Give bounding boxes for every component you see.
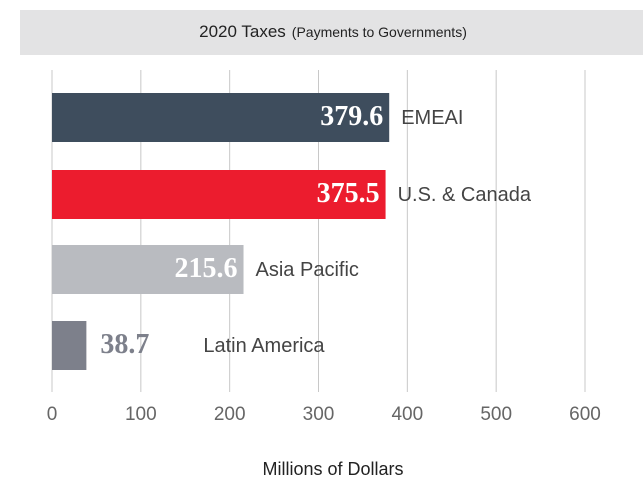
- bar: [52, 245, 244, 294]
- value-label: 38.7: [100, 329, 149, 360]
- chart-subtitle: (Payments to Governments): [292, 24, 467, 40]
- category-label: EMEAI: [401, 107, 463, 129]
- title-band: [20, 10, 643, 55]
- bar: [52, 170, 386, 219]
- x-tick-label: 400: [391, 404, 423, 425]
- bar: [52, 321, 87, 370]
- x-tick-label: 0: [47, 404, 58, 425]
- bar: [52, 93, 390, 142]
- x-tick-label: 500: [480, 404, 512, 425]
- chart-title-group: 2020 Taxes (Payments to Governments): [199, 22, 467, 41]
- category-label: Asia Pacific: [256, 259, 359, 281]
- value-label: 215.6: [175, 253, 238, 284]
- x-tick-label: 200: [214, 404, 246, 425]
- value-label: 379.6: [320, 101, 383, 132]
- x-axis-label: Millions of Dollars: [262, 459, 403, 479]
- x-tick-label: 300: [303, 404, 335, 425]
- x-tick-label: 600: [569, 404, 601, 425]
- value-label: 375.5: [317, 178, 380, 209]
- x-tick-label: 100: [125, 404, 157, 425]
- chart-title: 2020 Taxes: [199, 22, 286, 41]
- category-label: Latin America: [203, 335, 325, 357]
- category-label: U.S. & Canada: [398, 184, 532, 206]
